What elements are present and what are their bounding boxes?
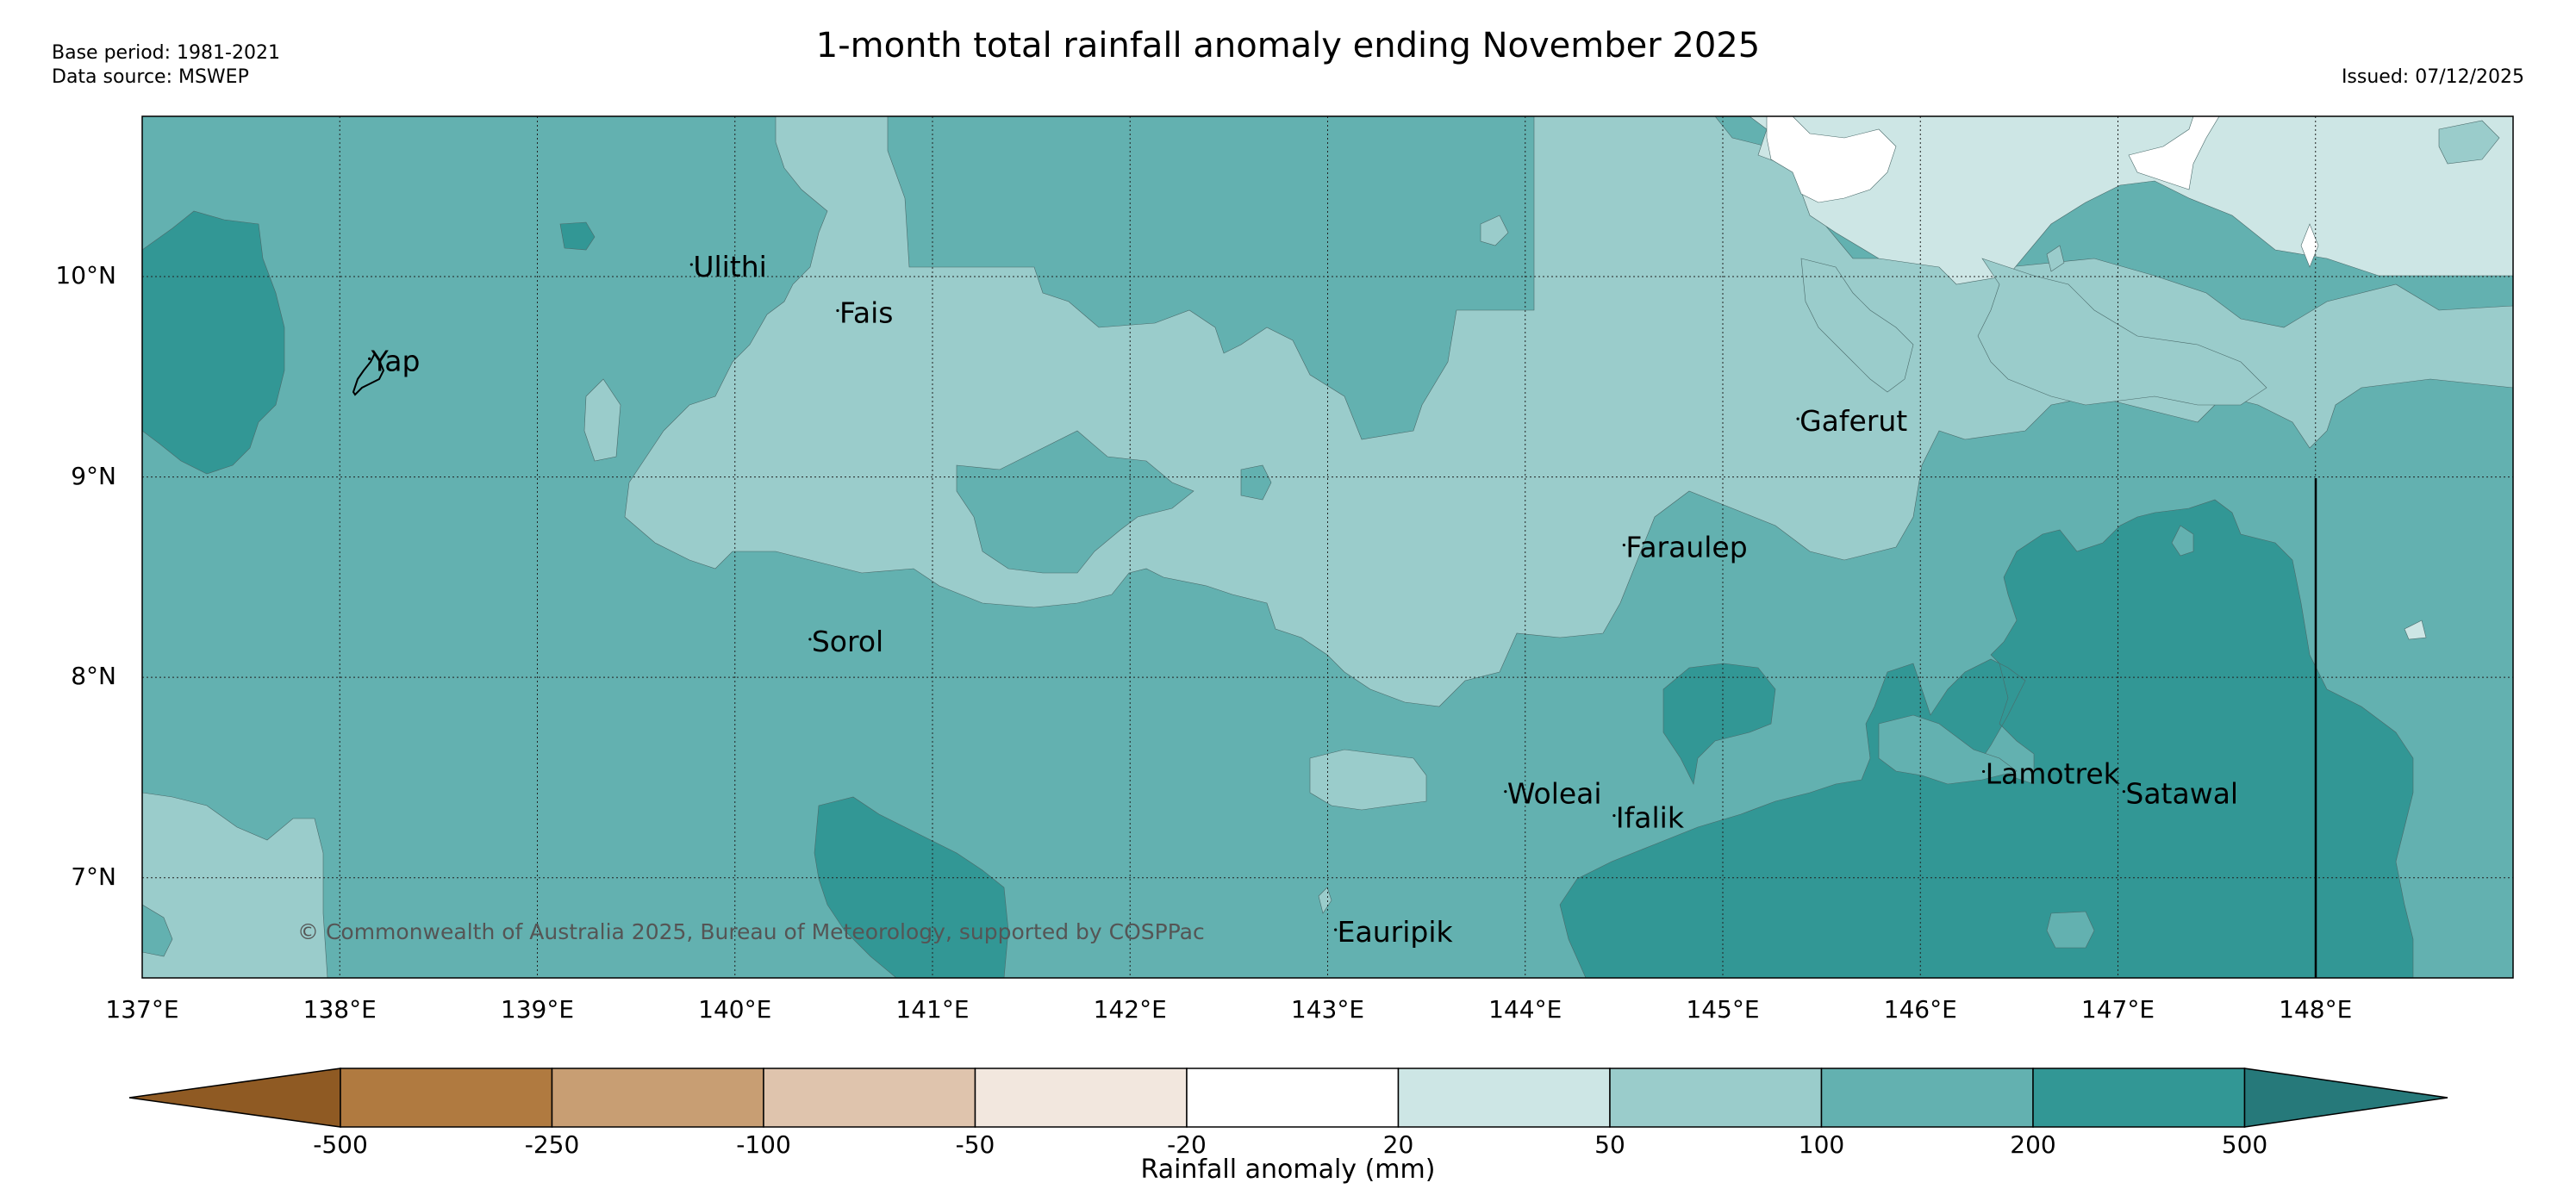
island-marker	[1796, 417, 1799, 420]
longitude-label: 138°E	[303, 995, 377, 1024]
latitude-label: 10°N	[55, 261, 116, 290]
island-marker	[1982, 769, 1986, 774]
island-label: Yap	[371, 344, 421, 377]
colorbar	[128, 1068, 2448, 1128]
colorbar-tick-label: 500	[2221, 1130, 2268, 1159]
colorbar-tick-label: -20	[1167, 1130, 1207, 1159]
data-source-text: Data source: MSWEP	[52, 66, 249, 88]
longitude-label: 145°E	[1686, 995, 1760, 1024]
island-label: Woleai	[1507, 777, 1602, 811]
island-marker	[1622, 544, 1625, 547]
colorbar-extend-high	[2243, 1068, 2448, 1128]
island-label: Ifalik	[1616, 801, 1685, 835]
base-period-text: Base period: 1981-2021	[52, 42, 280, 64]
latitude-label: 8°N	[71, 662, 116, 691]
longitude-label: 140°E	[698, 995, 772, 1024]
island-marker	[836, 308, 839, 313]
longitude-label: 146°E	[1883, 995, 1957, 1024]
colorbar-segment	[763, 1068, 976, 1128]
anomaly-region-200-500-southeast	[1559, 499, 2414, 978]
colorbar-tick-label: 50	[1594, 1130, 1625, 1159]
colorbar-tick-label: -100	[736, 1130, 791, 1159]
yap-island-outline	[352, 351, 385, 396]
colorbar-segment	[551, 1068, 764, 1128]
island-label: Lamotrek	[1986, 756, 2121, 790]
longitude-label: 142°E	[1093, 995, 1167, 1024]
colorbar-tick-label: -50	[955, 1130, 995, 1159]
island-label: Eauripik	[1338, 915, 1454, 949]
issued-date-text: Issued: 07/12/2025	[2341, 66, 2524, 88]
colorbar-segment	[1397, 1068, 1611, 1128]
longitude-label: 147°E	[2080, 995, 2155, 1024]
longitude-label: 148°E	[2279, 995, 2353, 1024]
island-label: Fais	[839, 296, 894, 330]
colorbar-tick-label: -250	[524, 1130, 580, 1159]
longitude-label: 141°E	[895, 995, 970, 1024]
colorbar-segment	[2032, 1068, 2246, 1128]
island-labels: Ulithi Fais Yap Gaferut Faraulep Sorol Woleai I…	[368, 250, 2238, 949]
colorbar-tick-label: 200	[2010, 1130, 2056, 1159]
island-marker	[689, 263, 693, 266]
island-label: Faraulep	[1625, 531, 1747, 564]
colorbar-tick-label: 100	[1798, 1130, 1845, 1159]
anomaly-region-50-100-central	[624, 116, 2513, 707]
island-marker	[1504, 790, 1507, 794]
colorbar-title: Rainfall anomaly (mm)	[1140, 1155, 1436, 1185]
graticule	[142, 116, 2513, 978]
colorbar-extend-low	[128, 1068, 341, 1128]
longitude-label: 144°E	[1488, 995, 1562, 1024]
island-label: Ulithi	[693, 250, 767, 283]
colorbar-segment	[974, 1068, 1188, 1128]
latitude-label: 9°N	[71, 461, 116, 490]
copyright-notice: © Commonwealth of Australia 2025, Bureau…	[297, 919, 1205, 944]
island-marker	[368, 357, 371, 360]
colorbar-tick-label: 20	[1382, 1130, 1414, 1159]
island-marker	[2122, 790, 2125, 794]
island-label: Satawal	[2125, 777, 2238, 811]
colorbar-segment	[1609, 1068, 1823, 1128]
colorbar-segment	[1820, 1068, 2034, 1128]
anomaly-region-200-500-south-central	[814, 796, 1009, 978]
latitude-label: 7°N	[71, 862, 116, 891]
island-marker	[1612, 813, 1616, 818]
island-marker	[1334, 928, 1338, 931]
island-marker	[808, 638, 812, 641]
island-label: Gaferut	[1799, 404, 1907, 438]
longitude-label: 143°E	[1290, 995, 1365, 1024]
longitude-label: 137°E	[105, 995, 179, 1024]
colorbar-segment	[1186, 1068, 1400, 1128]
island-label: Sorol	[812, 625, 883, 658]
colorbar-segment	[340, 1068, 553, 1128]
longitude-label: 139°E	[500, 995, 575, 1024]
map-title: 1-month total rainfall anomaly ending No…	[815, 26, 1761, 65]
colorbar-tick-label: -500	[313, 1130, 368, 1159]
